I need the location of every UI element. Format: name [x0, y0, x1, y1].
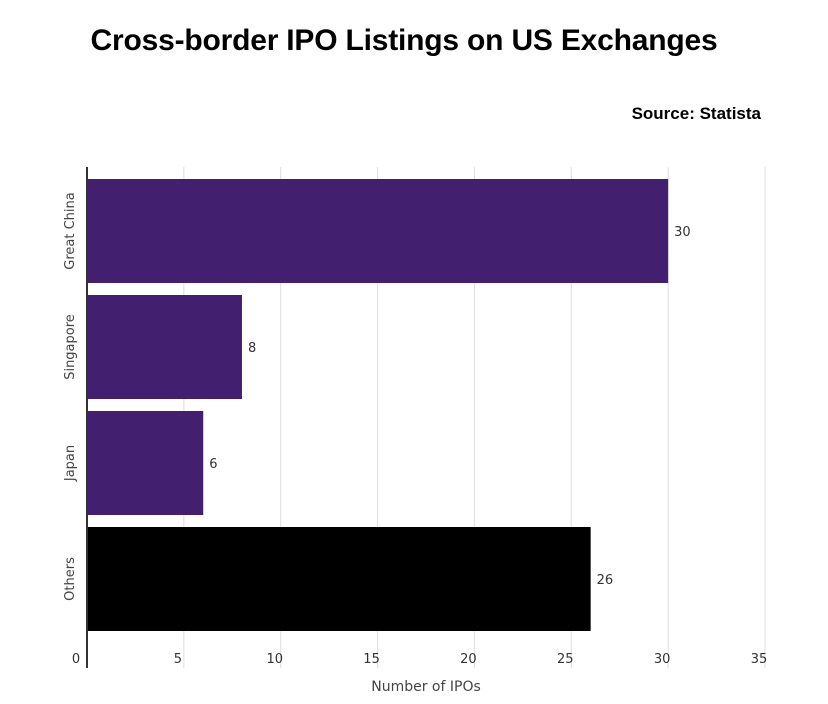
x-tick-label: 10	[266, 652, 283, 667]
x-tick-label: 15	[363, 652, 380, 667]
x-tick-label: 5	[174, 652, 182, 667]
category-label: Others	[63, 557, 78, 601]
x-tick-label: 35	[751, 652, 768, 667]
x-tick-label: 20	[460, 652, 477, 667]
data-label: 30	[674, 225, 691, 240]
bars	[88, 179, 669, 631]
bar-others	[88, 527, 591, 631]
bar-great-china	[88, 179, 669, 283]
x-axis-title: Number of IPOs	[371, 679, 481, 695]
data-label: 6	[209, 457, 217, 472]
data-label: 26	[597, 573, 614, 588]
x-tick-label: 30	[654, 652, 671, 667]
category-label: Japan	[63, 445, 78, 482]
category-label: Singapore	[63, 314, 78, 380]
category-label: Great China	[63, 192, 78, 269]
source-note: Source: Statista	[631, 104, 761, 123]
x-tick-label: 0	[72, 652, 80, 667]
labels: 0 5 10 15 20 25 30 35 30 Great China 8 Singapore 6 Ja…	[63, 192, 767, 695]
data-label: 8	[248, 341, 256, 356]
bar-singapore	[88, 295, 242, 399]
x-tick-label: 25	[557, 652, 574, 667]
chart-title: Cross-border IPO Listings on US Exchange…	[90, 24, 718, 57]
bar-japan	[88, 411, 204, 515]
